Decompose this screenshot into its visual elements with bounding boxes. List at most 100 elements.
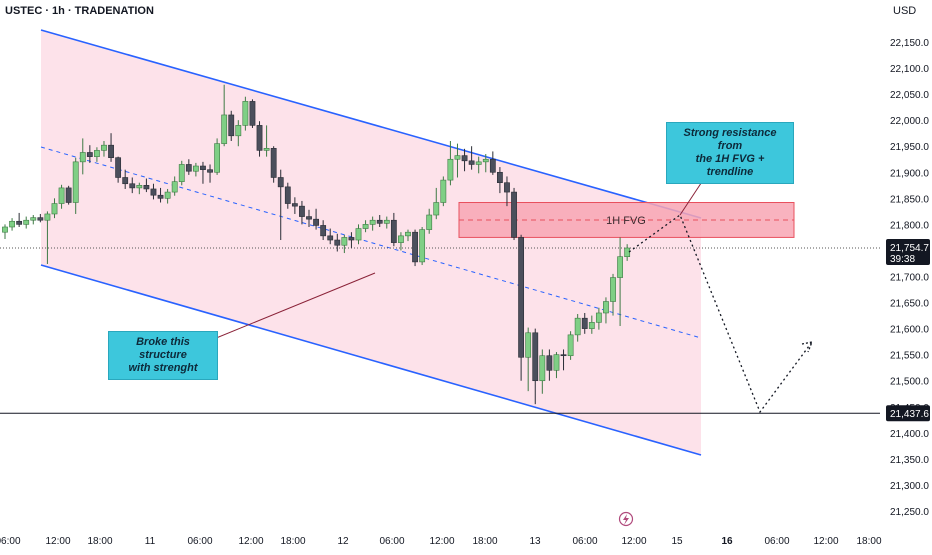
y-tick-label: 22,150.0 (890, 38, 929, 49)
candle (192, 162, 199, 177)
candle-body (390, 219, 397, 243)
candle-body (256, 125, 263, 151)
candle (327, 228, 334, 245)
candle-body (214, 143, 220, 173)
channel-midline (40, 146, 702, 339)
candle (595, 307, 602, 330)
candle-body (426, 214, 433, 230)
candle-body (150, 188, 157, 196)
symbol-title[interactable]: USTEC · 1h · TRADENATION (5, 5, 154, 17)
candle-body (136, 185, 143, 189)
y-tick-label: 21,650.0 (890, 299, 929, 310)
candle (256, 121, 263, 157)
x-tick-label: 18:00 (472, 536, 497, 547)
candle-body (334, 239, 341, 246)
candle (390, 212, 397, 247)
candle (447, 141, 454, 186)
candle-body (518, 237, 525, 358)
candle (23, 216, 30, 229)
y-tick-label: 21,400.0 (890, 429, 929, 440)
last-price-label: 21,754.7 (890, 243, 929, 254)
candle (129, 177, 136, 194)
candle-body (504, 182, 510, 193)
channel-layer (40, 29, 702, 456)
candle-body (249, 101, 256, 126)
x-tick-label: 06:00 (187, 536, 212, 547)
y-tick-label: 22,100.0 (890, 64, 929, 75)
candle-body (108, 144, 114, 158)
lightning-icon-bolt (623, 514, 629, 525)
candle (461, 148, 468, 172)
candle-body (270, 148, 277, 178)
broke-structure-callout: Broke this structure with strenght (108, 331, 218, 380)
candle-body (86, 152, 93, 157)
x-tick-label: 12:00 (813, 536, 838, 547)
candle-body (37, 217, 44, 221)
candle-body (348, 237, 355, 241)
candle-body (277, 177, 284, 188)
y-tick-label: 21,500.0 (890, 377, 929, 388)
candle (51, 198, 58, 219)
candle-body (200, 165, 206, 170)
candle (369, 216, 376, 231)
candle-body (489, 158, 496, 173)
candle-body (595, 312, 602, 323)
broke-structure-text: Broke this structure with strenght (128, 336, 198, 374)
candle-body (398, 235, 404, 243)
candle-body (320, 225, 327, 237)
candle (539, 349, 546, 394)
x-tick-label: 12:00 (429, 536, 454, 547)
candle-body (454, 155, 461, 160)
channel-lower-line (40, 264, 702, 456)
y-tick-label: 21,700.0 (890, 273, 929, 284)
x-tick-label: 12:00 (621, 536, 646, 547)
candle (157, 187, 164, 203)
candle-body (235, 125, 242, 137)
candle (581, 312, 588, 334)
candle (405, 229, 411, 242)
candle-body (79, 152, 86, 163)
currency-label[interactable]: USD (893, 5, 917, 17)
candle (376, 215, 383, 227)
candle (277, 169, 284, 241)
candle-body (94, 150, 100, 157)
support-label: 21,437.6 (890, 409, 929, 420)
candle-body (2, 226, 8, 233)
candle-body (369, 219, 376, 225)
candle (164, 188, 171, 204)
candle-body (560, 354, 567, 357)
candle-body (221, 114, 228, 144)
candle-body (482, 158, 489, 163)
candle-body (16, 220, 23, 225)
y-tick-label: 21,900.0 (890, 168, 929, 179)
candle (101, 141, 107, 157)
candle (150, 183, 157, 200)
candle (178, 160, 185, 186)
candle (136, 182, 143, 195)
candle (86, 145, 93, 163)
candle (433, 187, 440, 220)
candle-body (581, 317, 588, 329)
candle (546, 349, 553, 381)
candle-body (23, 219, 30, 225)
candle (9, 218, 15, 231)
broke-pointer-line (203, 272, 376, 344)
candle-body (228, 114, 235, 137)
candle-body (164, 191, 171, 199)
candle (306, 209, 312, 227)
candle (504, 176, 510, 207)
resistance-text: Strong resistance from the 1H FVG + tren… (683, 127, 777, 178)
candle-body (171, 181, 178, 193)
fvg-label: 1H FVG (606, 215, 646, 227)
x-tick-label: 06:00 (0, 536, 21, 547)
candle (553, 352, 560, 379)
candle-body (574, 317, 581, 336)
candle (603, 297, 609, 324)
candle (489, 151, 496, 175)
x-tick-label: 16 (721, 536, 733, 547)
candle-body (101, 144, 107, 151)
candles-layer (2, 84, 631, 405)
candle (468, 146, 475, 170)
